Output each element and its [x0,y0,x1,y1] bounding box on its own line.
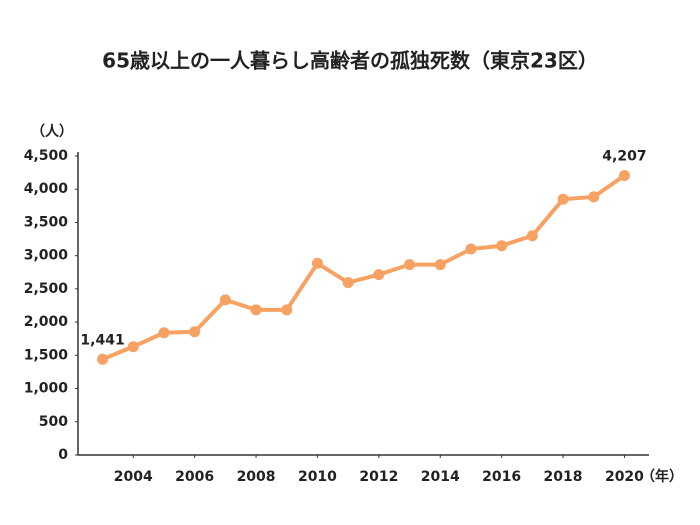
point [158,327,170,339]
y-tick-label: 4,500 [24,148,69,164]
x-tick-label: 2014 [421,469,460,485]
point [434,259,446,271]
x-tick-label: 2012 [359,469,398,485]
x-tick-label: 2020 [605,469,644,485]
data-label: 4,207 [602,148,646,164]
point [618,169,630,181]
point [465,243,477,255]
y-tick-label: 3,500 [24,214,69,230]
x-tick-label: 2004 [114,469,153,485]
chart-title: 65歳以上の一人暮らし高齢者の孤独死数（東京23区） [102,49,598,73]
y-tick-label: 2,500 [24,281,69,297]
point [526,230,538,242]
point [127,341,139,353]
point [342,277,354,289]
point [404,259,416,271]
y-tick-label: 500 [39,414,68,430]
y-tick-label: 1,000 [24,381,69,397]
point [281,304,293,316]
point [189,326,201,338]
x-tick-label: 2016 [482,469,521,485]
point [219,294,231,306]
y-tick-label: 0 [58,447,68,463]
y-tick-label: 3,000 [24,248,69,264]
y-tick-label: 2,000 [24,314,69,330]
point [557,193,569,205]
x-tick-label: 2006 [175,469,214,485]
point [373,269,385,281]
y-tick-label: 1,500 [24,347,69,363]
x-axis-label: （年） [641,468,683,485]
y-tick-label: 4,000 [24,181,69,197]
point [250,304,262,316]
line [101,173,626,362]
point [97,353,109,365]
x-tick-label: 2010 [298,469,337,485]
x-tick-label: 2018 [544,469,583,485]
point [496,240,508,252]
point [588,191,600,203]
point [311,257,323,269]
x-tick-label: 2008 [237,469,276,485]
y-axis-label: （人） [31,123,73,140]
data-label: 1,441 [80,332,124,348]
